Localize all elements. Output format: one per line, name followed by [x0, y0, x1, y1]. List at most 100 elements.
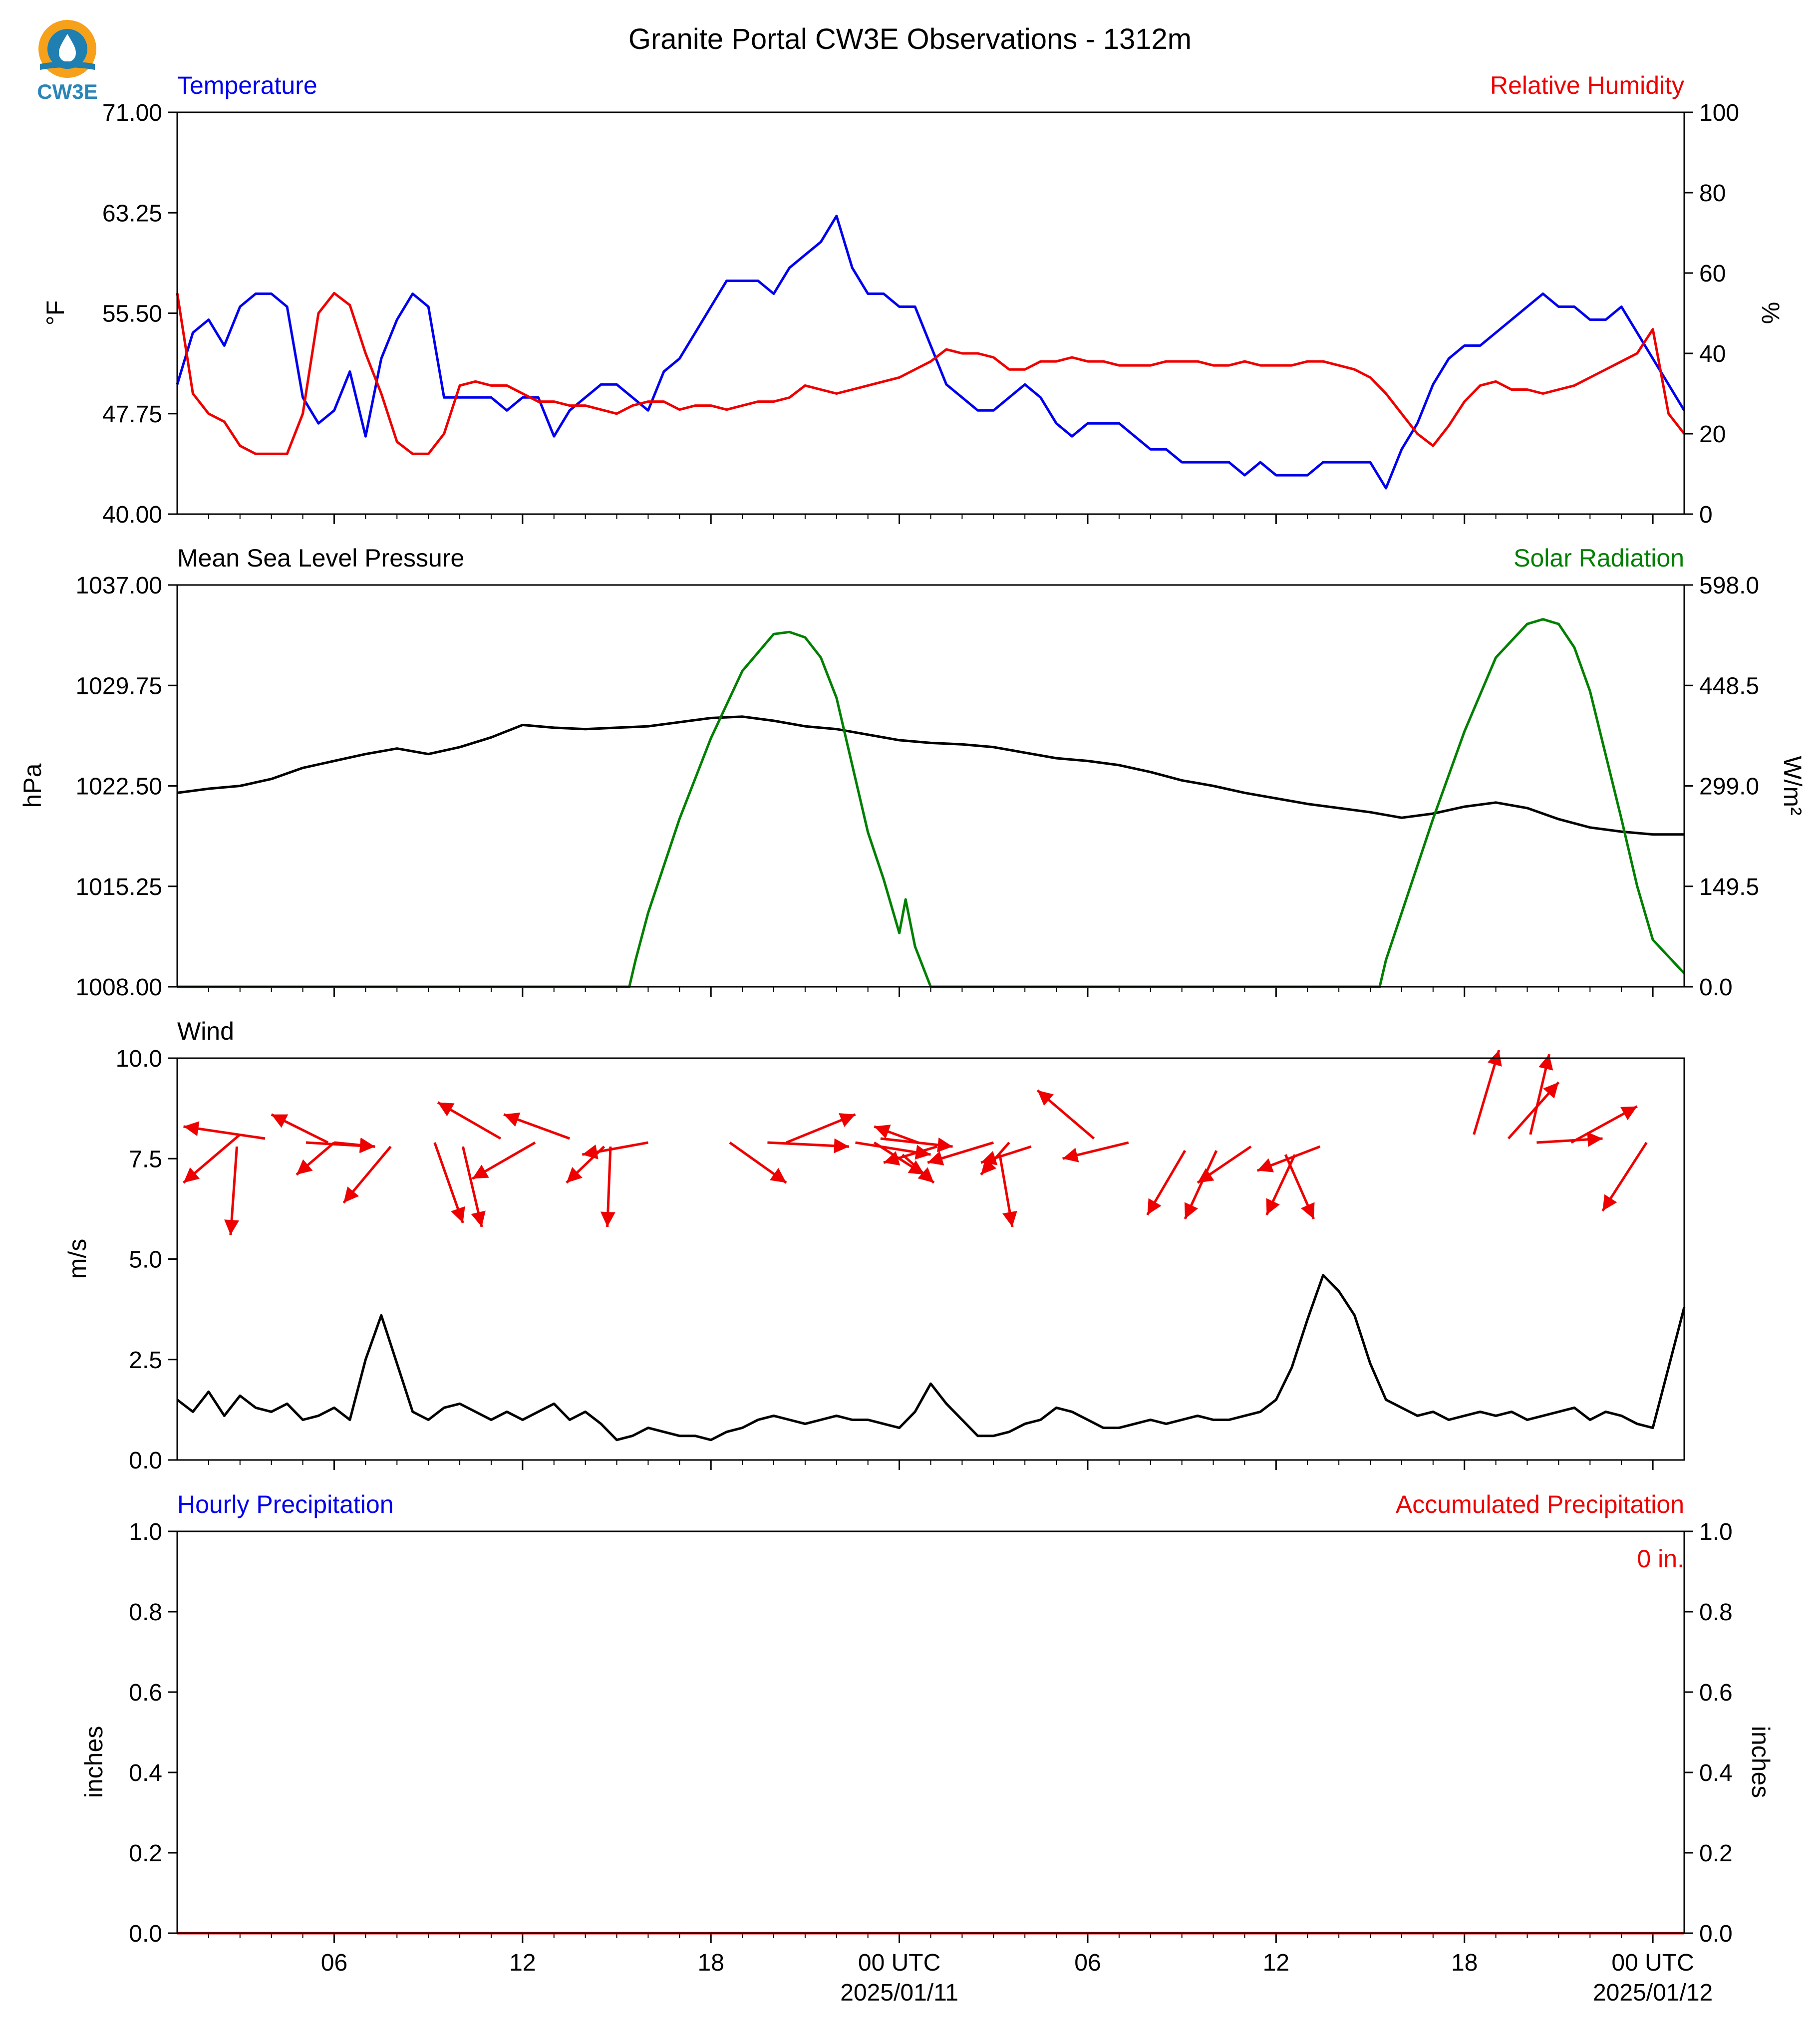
wind-vector-15	[582, 1141, 648, 1159]
temperature-humidity-frame	[176, 111, 1685, 515]
left-y-tick-label: 7.5	[129, 1146, 162, 1172]
wind-vector-7	[334, 1138, 375, 1153]
right-y-tick-label: 0.2	[1699, 1840, 1733, 1867]
x-tick-label: 00 UTC	[1611, 1950, 1694, 1976]
wind-vector-33	[1197, 1146, 1252, 1184]
left-y-tick-label: 1008.00	[75, 974, 162, 1001]
left-y-tick-label: 0.2	[129, 1840, 162, 1867]
right-y-tick-label: 1.0	[1699, 1519, 1733, 1545]
right-y-tick-label: 299.0	[1699, 774, 1759, 800]
right-y-tick-label: 80	[1699, 180, 1726, 207]
time-axis: 06 12 18 00 UTC 2025/01/11 06 12 18 00 UTC 2025/0…	[321, 1950, 1713, 2006]
pressure-solar-panel: Mean Sea Level Pressure Solar Radiation …	[18, 544, 1807, 1001]
wind-vector-24	[883, 1145, 937, 1165]
wind-vector-30	[1062, 1141, 1129, 1162]
x-tick-label: 18	[1451, 1950, 1478, 1976]
wind-vector-11	[471, 1141, 536, 1180]
wind-vector-2	[224, 1146, 239, 1235]
left-y-tick-label: 63.25	[102, 200, 162, 227]
left-y-tick-label: 1015.25	[75, 874, 162, 900]
wind-frame	[176, 1057, 1685, 1461]
wind-title: Wind	[177, 1017, 234, 1045]
wind-series-0	[176, 1274, 1686, 1442]
wind-vector-42	[1601, 1142, 1648, 1212]
relative-humidity-title: Relative Humidity	[1490, 71, 1684, 99]
accumulated-precip-title: Accumulated Precipitation	[1396, 1490, 1684, 1518]
solar-axis-label: W/m²	[1779, 756, 1807, 815]
right-y-tick-label: 100	[1699, 100, 1739, 126]
accumulated-precip-axis-label: inches	[1747, 1726, 1775, 1798]
pressure-axis-label: hPa	[18, 763, 46, 808]
wind-vector-9	[437, 1101, 502, 1140]
hourly-precip-title: Hourly Precipitation	[177, 1490, 394, 1518]
pressure-solar-frame	[176, 584, 1685, 988]
wind-vector-17	[786, 1113, 856, 1144]
x-tick-label: 00 UTC	[858, 1950, 940, 1976]
left-y-tick-label: 1029.75	[75, 673, 162, 699]
right-y-tick-label: 60	[1699, 261, 1726, 287]
wind-vector-12	[503, 1112, 571, 1140]
left-y-tick-label: 0.0	[129, 1921, 162, 1947]
right-y-tick-label: 40	[1699, 341, 1726, 367]
x-date-label: 2025/01/11	[840, 1980, 958, 2006]
wind-vector-3	[271, 1113, 329, 1144]
left-y-tick-label: 0.0	[129, 1448, 162, 1474]
temperature-humidity-panel: Temperature Relative Humidity °F % 71.00…	[41, 71, 1785, 528]
wind-vector-36	[1284, 1154, 1315, 1220]
cw3e-logo: CW3E	[37, 20, 98, 103]
wind-vector-27	[998, 1154, 1017, 1227]
x-tick-label: 12	[509, 1950, 536, 1976]
temperature-title: Temperature	[177, 71, 317, 99]
wind-panel: Wind m/s 10.0 7.5 5.0 2.5 0.0	[63, 1017, 1686, 1474]
left-y-tick-label: 1.0	[129, 1519, 162, 1545]
x-tick-label: 18	[698, 1950, 724, 1976]
right-y-tick-label: 0.0	[1699, 974, 1733, 1001]
cw3e-logo-drop	[59, 34, 76, 62]
wind-vector-41	[1570, 1105, 1638, 1144]
pressure_solar-series-0	[177, 715, 1684, 836]
right-y-tick-label: 0.6	[1699, 1680, 1733, 1706]
cw3e-logo-text: CW3E	[37, 80, 97, 103]
wind-vector-38	[1507, 1081, 1560, 1140]
wind-vector-4	[296, 1142, 335, 1176]
wind-vector-25	[927, 1141, 994, 1165]
wind-vector-1	[182, 1134, 241, 1184]
x-date-label: 2025/01/12	[1593, 1980, 1713, 2006]
wind-vector-22	[902, 1154, 935, 1184]
wind-vector-31	[1146, 1150, 1187, 1216]
left-y-tick-label: 0.8	[129, 1599, 162, 1626]
left-y-tick-label: 2.5	[129, 1347, 162, 1374]
right-y-tick-label: 0.4	[1699, 1760, 1733, 1786]
wind-vector-21	[874, 1125, 919, 1144]
right-y-tick-label: 598.0	[1699, 573, 1759, 599]
pressure_solar-series-1	[177, 618, 1685, 988]
left-y-tick-label: 0.6	[129, 1680, 162, 1706]
x-tick-label: 06	[1074, 1950, 1101, 1976]
left-y-tick-label: 71.00	[102, 100, 162, 126]
wind-vector-34	[1256, 1145, 1321, 1172]
wind-axis-label: m/s	[63, 1239, 91, 1279]
accumulated-precip-total: 0 in.	[1637, 1545, 1684, 1573]
humidity-axis-label: %	[1757, 302, 1785, 324]
wind-vector-18	[767, 1138, 850, 1154]
left-y-tick-label: 10.0	[116, 1046, 162, 1072]
left-y-tick-label: 0.4	[129, 1760, 162, 1786]
wind-vector-14	[600, 1147, 615, 1227]
wind-vector-8	[433, 1142, 465, 1223]
left-y-tick-label: 47.75	[102, 401, 162, 428]
wind-vector-28	[980, 1145, 1032, 1165]
left-y-tick-label: 55.50	[102, 301, 162, 327]
wind-vector-16	[729, 1142, 787, 1184]
right-y-tick-label: 448.5	[1699, 673, 1759, 699]
precipitation-frame	[176, 1530, 1685, 1934]
hourly-precip-axis-label: inches	[80, 1726, 108, 1798]
precipitation-panel: Hourly Precipitation Accumulated Precipi…	[80, 1490, 1775, 1947]
temperature-axis-label: °F	[41, 300, 69, 326]
right-y-tick-label: 0.0	[1699, 1921, 1733, 1947]
solar-radiation-title: Solar Radiation	[1514, 544, 1684, 572]
x-tick-label: 06	[321, 1950, 347, 1976]
wind-vector-40	[1536, 1132, 1603, 1147]
wind-vector-23	[880, 1137, 953, 1153]
